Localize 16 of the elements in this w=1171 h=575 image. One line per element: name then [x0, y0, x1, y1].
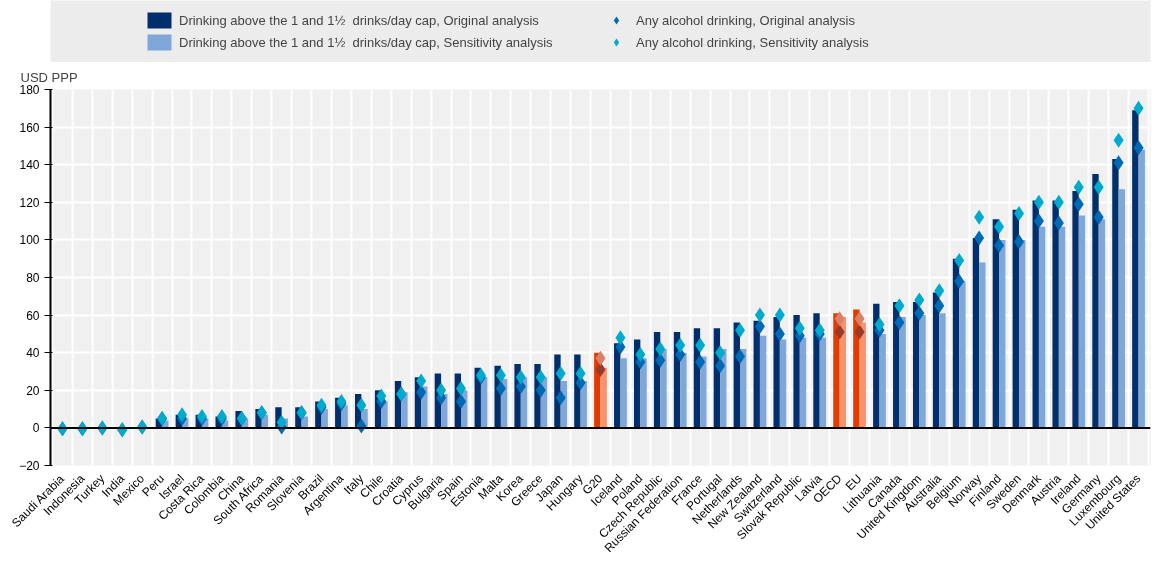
legend-label: Any alcohol drinking, Original analysis — [636, 12, 856, 28]
y-axis-title: USD PPP — [20, 69, 78, 85]
y-tick-label: 120 — [19, 195, 40, 210]
y-tick-label: 80 — [26, 271, 40, 285]
y-tick-label: 60 — [26, 308, 40, 323]
y-tick-label: 160 — [19, 120, 40, 135]
y-tick-label: 140 — [19, 158, 40, 173]
y-tick-label: 100 — [19, 233, 40, 248]
y-tick-label: 20 — [26, 383, 40, 398]
y-tick-label: −20 — [19, 459, 40, 473]
y-tick-label: 40 — [26, 346, 40, 361]
legend-label: Drinking above the 1 and 1½ drinks/day cap, Original analysis — [179, 12, 540, 28]
y-tick-label: 180 — [19, 83, 40, 97]
y-tick-label: 0 — [32, 421, 40, 436]
legend-label: Drinking above the 1 and 1½ drinks/day cap, Sensitivity analysis — [179, 34, 554, 50]
legend-label: Any alcohol drinking, Sensitivity analysis — [636, 34, 870, 50]
